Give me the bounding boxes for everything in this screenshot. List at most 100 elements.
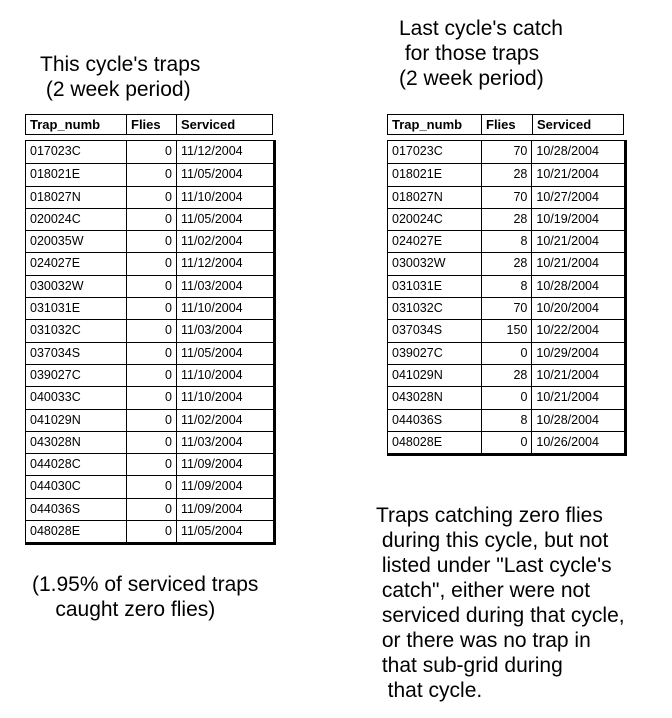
trap-numb-cell: 031032C	[30, 323, 81, 338]
trap-numb-cell: 037034S	[392, 323, 443, 338]
trap-numb-cell: 020024C	[392, 211, 443, 226]
trap-numb-cell: 039027C	[30, 367, 81, 382]
flies-cell: 0	[126, 208, 176, 231]
trap-numb-cell: 043028N	[30, 434, 81, 449]
table-row: 018027N 70 10/27/2004	[388, 185, 624, 208]
flies-cell: 70	[480, 141, 532, 164]
flies-cell: 0	[126, 320, 176, 342]
serviced-cell: 11/03/2004	[176, 275, 273, 298]
table-row: 048028E 0 10/26/2004	[388, 430, 624, 454]
serviced-cell: 10/28/2004	[531, 275, 624, 298]
table-row: 048028E 0 11/05/2004	[26, 520, 273, 543]
table-row: 037034S 0 11/05/2004	[26, 341, 273, 364]
trap-numb-cell: 048028E	[30, 524, 81, 539]
table-row: 024027E 0 11/12/2004	[26, 252, 273, 275]
serviced-cell: 10/20/2004	[531, 298, 624, 320]
right-table-body: 017023C 70 10/28/2004 018021E 28 10/21/2004 01…	[387, 140, 627, 457]
flies-cell: 28	[480, 208, 532, 231]
table-row: 039027C 0 10/29/2004	[388, 341, 624, 364]
trap-numb-cell: 018021E	[30, 167, 81, 182]
trap-numb-cell: 017023C	[30, 144, 81, 158]
trap-numb-cell: 048028E	[392, 434, 443, 449]
trap-numb-cell: 020035W	[30, 234, 84, 249]
trap-numb-cell: 031031E	[392, 278, 443, 293]
serviced-cell: 10/29/2004	[531, 342, 624, 364]
trap-numb-cell: 041029N	[392, 367, 443, 382]
flies-cell: 28	[480, 364, 532, 387]
table-row: 024027E 8 10/21/2004	[388, 230, 624, 253]
flies-cell: 0	[126, 454, 176, 476]
serviced-cell: 10/28/2004	[531, 409, 624, 431]
flies-cell: 8	[480, 275, 532, 298]
left-table-body: 017023C 0 11/12/2004 018021E 0 11/05/2004 0180…	[25, 140, 276, 546]
serviced-cell: 11/10/2004	[176, 298, 273, 320]
right-table-header: Trap_numb Flies Serviced	[387, 114, 624, 135]
table-row: 031032C 0 11/03/2004	[26, 319, 273, 342]
column-header-serviced: Serviced	[176, 115, 272, 134]
trap-numb-cell: 044036S	[392, 412, 443, 427]
table-row: 031031E 8 10/28/2004	[388, 274, 624, 298]
table-row: 044036S 8 10/28/2004	[388, 408, 624, 431]
serviced-cell: 11/02/2004	[176, 409, 273, 431]
flies-cell: 0	[126, 186, 176, 208]
serviced-cell: 11/05/2004	[176, 208, 273, 231]
trap-numb-cell: 044030C	[30, 479, 81, 494]
serviced-cell: 11/05/2004	[176, 521, 273, 543]
trap-numb-cell: 018021E	[392, 167, 443, 182]
table-row: 018027N 0 11/10/2004	[26, 185, 273, 208]
trap-numb-cell: 039027C	[392, 345, 443, 360]
serviced-cell: 11/03/2004	[176, 431, 273, 454]
flies-cell: 0	[480, 342, 532, 364]
flies-cell: 0	[126, 298, 176, 320]
trap-numb-cell: 018027N	[392, 189, 443, 204]
serviced-cell: 11/10/2004	[176, 186, 273, 208]
flies-cell: 28	[480, 253, 532, 275]
table-row: 030032W 0 11/03/2004	[26, 274, 273, 298]
serviced-cell: 11/10/2004	[176, 387, 273, 409]
table-row: 037034S 150 10/22/2004	[388, 319, 624, 342]
table-row: 043028N 0 10/21/2004	[388, 386, 624, 409]
table-row: 030032W 28 10/21/2004	[388, 252, 624, 275]
table-row: 041029N 0 11/02/2004	[26, 408, 273, 431]
left-table-title: This cycle's traps (2 week period)	[40, 53, 201, 101]
flies-cell: 0	[480, 387, 532, 409]
table-row: 041029N 28 10/21/2004	[388, 363, 624, 387]
trap-numb-cell: 031032C	[392, 301, 443, 316]
table-row: 044036S 0 11/09/2004	[26, 497, 273, 521]
flies-cell: 70	[480, 186, 532, 208]
left-note: (1.95% of serviced traps caught zero fli…	[32, 573, 259, 621]
table-row: 043028N 0 11/03/2004	[26, 430, 273, 454]
serviced-cell: 10/22/2004	[531, 320, 624, 342]
table-row: 020035W 0 11/02/2004	[26, 230, 273, 253]
trap-numb-cell: 043028N	[392, 390, 443, 405]
table-row: 044030C 0 11/09/2004	[26, 475, 273, 498]
flies-cell: 70	[480, 298, 532, 320]
serviced-cell: 11/09/2004	[176, 454, 273, 476]
table-row: 031031E 0 11/10/2004	[26, 297, 273, 320]
flies-cell: 0	[126, 164, 176, 186]
table-row: 018021E 0 11/05/2004	[26, 163, 273, 186]
serviced-cell: 11/05/2004	[176, 342, 273, 364]
serviced-cell: 10/28/2004	[531, 141, 624, 164]
serviced-cell: 10/27/2004	[531, 186, 624, 208]
serviced-cell: 10/19/2004	[531, 208, 624, 231]
trap-numb-cell: 030032W	[30, 278, 84, 293]
serviced-cell: 10/21/2004	[531, 164, 624, 186]
serviced-cell: 11/03/2004	[176, 320, 273, 342]
flies-cell: 0	[126, 498, 176, 521]
flies-cell: 0	[126, 431, 176, 454]
serviced-cell: 11/12/2004	[176, 253, 273, 275]
column-header-trap-numb: Trap_numb	[392, 117, 463, 132]
flies-cell: 0	[126, 231, 176, 253]
column-header-flies: Flies	[481, 115, 532, 134]
flies-cell: 0	[126, 364, 176, 387]
flies-cell: 0	[126, 409, 176, 431]
trap-numb-cell: 018027N	[30, 189, 81, 204]
serviced-cell: 11/05/2004	[176, 164, 273, 186]
serviced-cell: 10/21/2004	[531, 231, 624, 253]
flies-cell: 8	[480, 409, 532, 431]
column-header-flies: Flies	[126, 115, 176, 134]
table-row: 017023C 0 11/12/2004	[26, 141, 273, 164]
table-row: 039027C 0 11/10/2004	[26, 363, 273, 387]
